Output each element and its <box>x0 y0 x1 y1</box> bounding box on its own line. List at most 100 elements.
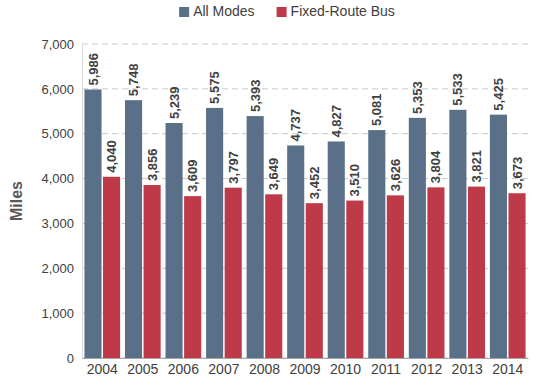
data-label: 4,737 <box>288 109 303 142</box>
legend-item: All Modes <box>179 3 254 19</box>
bar <box>166 123 183 358</box>
x-tick-label: 2004 <box>87 361 118 377</box>
plot: 0 1,000 2,000 3,000 4,000 5,000 6,000 7,000 2004… <box>41 37 528 377</box>
y-tick-label: 4,000 <box>41 171 74 186</box>
bar <box>427 187 444 358</box>
bar <box>468 187 485 358</box>
data-label: 5,239 <box>167 86 182 119</box>
x-tick-label: 2011 <box>371 361 401 377</box>
data-label: 3,510 <box>347 164 362 197</box>
data-label: 3,673 <box>510 157 525 190</box>
bar <box>84 89 101 358</box>
x-tick: 2008 <box>249 358 280 377</box>
grid-line <box>82 44 528 45</box>
legend-item: Fixed-Route Bus <box>277 3 395 19</box>
legend-swatch <box>277 7 287 17</box>
bar <box>306 203 323 358</box>
x-tick: 2013 <box>452 358 483 377</box>
y-tick: 1,000 <box>41 306 82 321</box>
y-tick-label: 1,000 <box>41 306 74 321</box>
legend-swatch <box>179 7 189 17</box>
data-label: 5,425 <box>491 78 506 111</box>
x-tick-label: 2012 <box>411 361 442 377</box>
y-axis-title: Miles <box>8 181 25 221</box>
bars <box>84 89 525 358</box>
x-tick-label: 2006 <box>168 361 199 377</box>
x-tick: 2009 <box>289 358 320 377</box>
y-tick-label: 3,000 <box>41 216 74 231</box>
x-tick-label: 2007 <box>208 361 239 377</box>
x-tick: 2005 <box>127 358 158 377</box>
y-tick-label: 6,000 <box>41 82 74 97</box>
y-tick: 7,000 <box>41 37 82 52</box>
x-axis-line <box>83 358 529 359</box>
bar <box>490 115 507 358</box>
data-label: 3,856 <box>145 148 160 181</box>
y-tick: 2,000 <box>41 261 82 276</box>
data-labels: 5,986 5,748 5,239 5,575 5,393 4,737 4,827 5,081… <box>86 53 525 199</box>
data-label: 5,748 <box>126 64 141 97</box>
x-tick: 2011 <box>371 358 401 377</box>
bar <box>206 108 223 358</box>
bar <box>449 110 466 358</box>
y-tick-label: 5,000 <box>41 126 74 141</box>
bar <box>287 146 304 358</box>
legend: All Modes Fixed-Route Bus <box>179 3 395 19</box>
bar <box>125 100 142 358</box>
data-label: 3,452 <box>307 167 322 200</box>
data-label: 5,575 <box>207 71 222 104</box>
data-label: 5,081 <box>369 94 384 127</box>
data-label: 3,649 <box>266 158 281 191</box>
y-tick: 6,000 <box>41 82 82 97</box>
data-label: 5,393 <box>248 80 263 113</box>
bar <box>265 194 282 358</box>
data-label: 5,986 <box>86 53 101 86</box>
x-tick-label: 2013 <box>452 361 483 377</box>
x-tick-label: 2009 <box>289 361 320 377</box>
bar <box>184 196 201 358</box>
y-tick-label: 0 <box>67 351 74 366</box>
data-label: 3,609 <box>185 160 200 193</box>
x-tick: 2010 <box>330 358 361 377</box>
grid <box>82 44 528 358</box>
y-tick: 0 <box>67 351 82 366</box>
x-tick-label: 2008 <box>249 361 280 377</box>
data-label: 3,821 <box>469 150 484 183</box>
x-tick-label: 2014 <box>492 361 523 377</box>
data-label: 3,804 <box>428 150 443 183</box>
bar <box>144 185 161 358</box>
x-tick: 2007 <box>208 358 239 377</box>
y-axis: 0 1,000 2,000 3,000 4,000 5,000 6,000 7,000 <box>41 37 82 366</box>
y-tick: 5,000 <box>41 126 82 141</box>
x-tick-label: 2010 <box>330 361 361 377</box>
bar <box>103 177 120 358</box>
y-axis-line <box>82 45 83 359</box>
x-tick: 2014 <box>492 358 523 377</box>
y-tick: 3,000 <box>41 216 82 231</box>
chart: 0 1,000 2,000 3,000 4,000 5,000 6,000 7,000 2004… <box>0 0 534 392</box>
x-tick: 2004 <box>87 358 118 377</box>
bar <box>346 201 363 358</box>
x-tick: 2006 <box>168 358 199 377</box>
y-tick-label: 7,000 <box>41 37 74 52</box>
bar <box>508 193 525 358</box>
x-tick: 2012 <box>411 358 442 377</box>
bar <box>368 130 385 358</box>
x-tick-label: 2005 <box>127 361 158 377</box>
bar <box>225 188 242 358</box>
y-tick: 4,000 <box>41 171 82 186</box>
y-tick-label: 2,000 <box>41 261 74 276</box>
x-axis: 2004 2005 2006 2007 2008 2009 2010 2011 2012 2013… <box>83 358 529 377</box>
data-label: 3,797 <box>226 151 241 184</box>
data-label: 5,533 <box>450 73 465 106</box>
legend-label: All Modes <box>193 3 254 19</box>
data-label: 3,626 <box>388 159 403 192</box>
legend-label: Fixed-Route Bus <box>291 3 395 19</box>
bar <box>387 195 404 358</box>
data-label: 5,353 <box>410 81 425 114</box>
data-label: 4,827 <box>329 105 344 138</box>
bar <box>409 118 426 358</box>
data-label: 4,040 <box>104 140 119 173</box>
bar <box>247 116 264 358</box>
bar <box>328 141 345 358</box>
